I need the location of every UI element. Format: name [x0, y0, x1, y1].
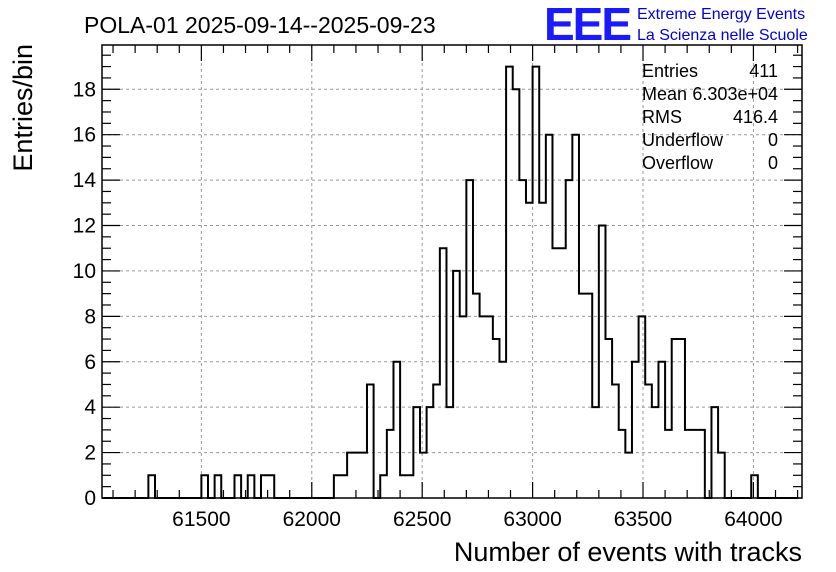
stats-box: Entries 411 Mean 6.303e+04 RMS 416.4 Underflow… [642, 61, 778, 173]
eee-logo-mark: EEE [544, 0, 630, 50]
x-tick-label: 61500 [172, 508, 230, 531]
stat-label-entries: Entries [642, 61, 698, 81]
x-tick-label: 64000 [724, 508, 782, 531]
y-tick-label: 10 [73, 260, 96, 283]
stat-label-underflow: Underflow [642, 130, 724, 150]
x-tick-label: 63000 [503, 508, 561, 531]
stat-label-rms: RMS [642, 107, 682, 127]
eee-logo-line2: La Scienza nelle Scuole [637, 27, 808, 44]
y-tick-label: 2 [84, 442, 96, 465]
y-tick-labels: 0 2 4 6 8 10 12 14 16 18 [73, 78, 97, 510]
stat-value-rms: 416.4 [733, 107, 778, 127]
y-tick-label: 0 [84, 487, 96, 510]
y-tick-label: 8 [84, 305, 96, 328]
eee-logo: EEE Extreme Energy Events La Scienza nel… [544, 0, 808, 50]
grid-lines [102, 45, 802, 498]
y-axis-title: Entries/bin [8, 44, 38, 172]
y-tick-label: 14 [73, 169, 97, 192]
x-tick-label: 62000 [283, 508, 341, 531]
stat-label-overflow: Overflow [642, 153, 714, 173]
y-tick-label: 16 [73, 124, 96, 147]
plot-frame [101, 44, 803, 499]
stat-value-entries: 411 [749, 61, 778, 81]
x-tick-label: 62500 [393, 508, 451, 531]
eee-logo-line1: Extreme Energy Events [637, 6, 805, 23]
y-tick-label: 18 [73, 78, 96, 101]
stat-label-mean: Mean [642, 84, 687, 104]
chart-title: POLA-01 2025-09-14--2025-09-23 [84, 12, 436, 38]
y-tick-label: 6 [84, 351, 96, 374]
stat-value-mean: 6.303e+04 [692, 84, 778, 104]
stat-value-underflow: 0 [768, 130, 778, 150]
x-tick-labels: 61500 62000 62500 63000 63500 64000 [172, 508, 782, 531]
x-tick-label: 63500 [614, 508, 672, 531]
x-axis-title: Number of events with tracks [454, 537, 802, 567]
histogram-series [102, 65, 798, 499]
y-tick-label: 4 [84, 396, 96, 419]
stat-value-overflow: 0 [768, 153, 778, 173]
y-tick-label: 12 [73, 215, 96, 238]
